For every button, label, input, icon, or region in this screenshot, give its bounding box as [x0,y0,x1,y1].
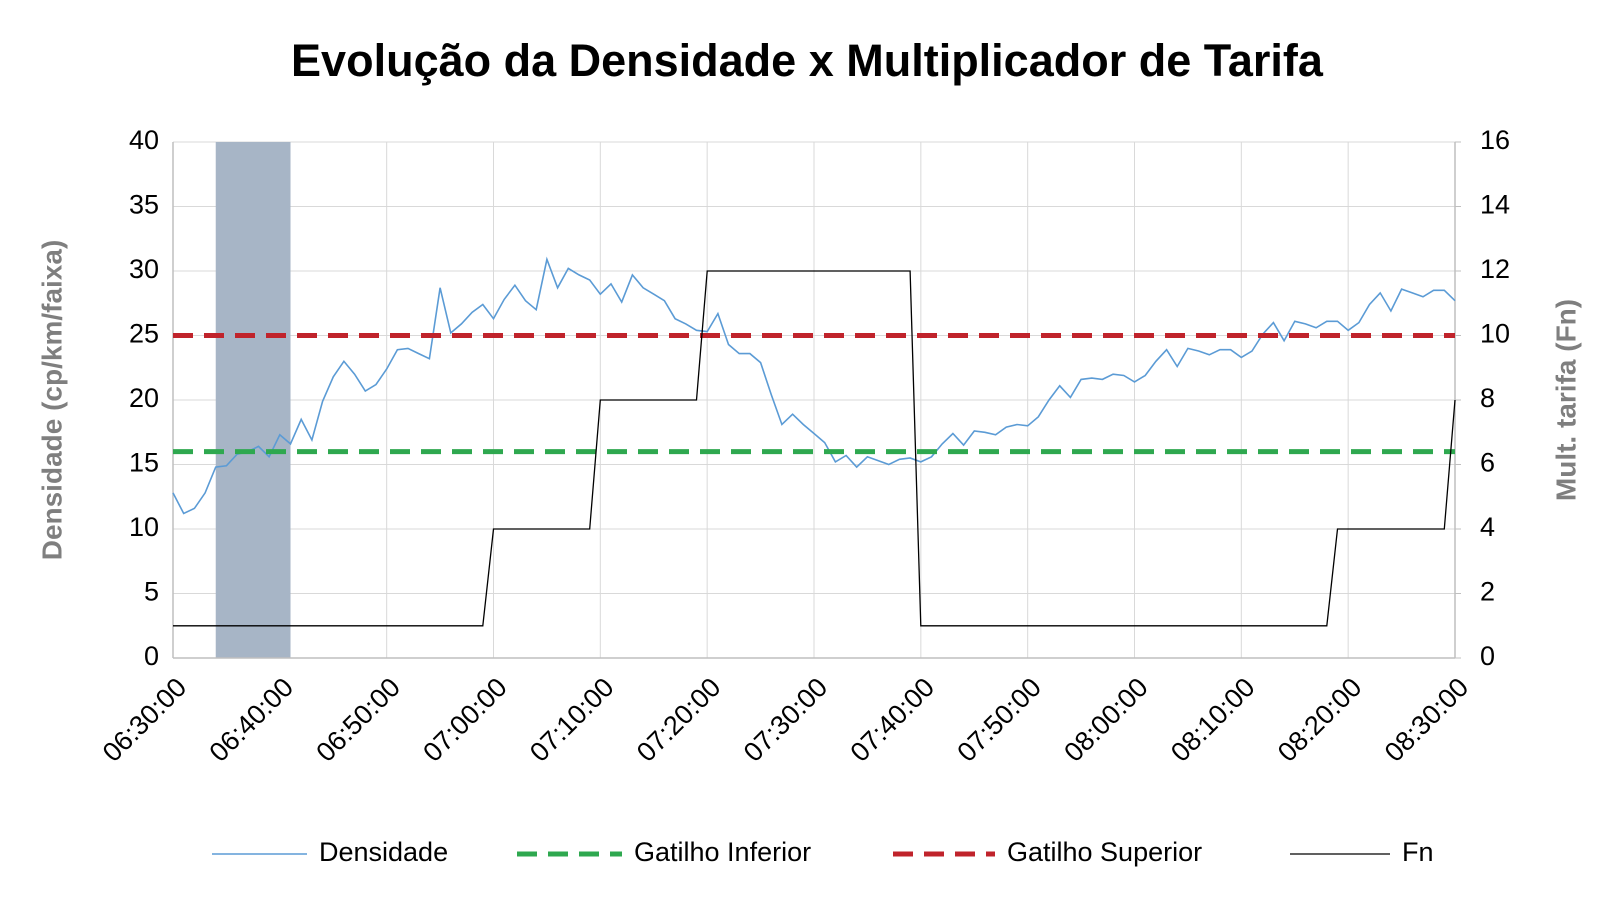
y-tick-label: 25 [129,319,159,349]
x-tick-label: 07:10:00 [524,672,620,768]
y2-tick-label: 12 [1480,254,1510,284]
y-tick-label: 40 [129,125,159,155]
y2-tick-label: 16 [1480,125,1510,155]
x-tick-label: 07:00:00 [417,672,513,768]
y2-tick-label: 8 [1480,383,1495,413]
y-tick-label: 15 [129,448,159,478]
y2-tick-label: 4 [1480,512,1495,542]
y2-tick-label: 10 [1480,319,1510,349]
x-tick-label: 08:10:00 [1165,672,1261,768]
x-tick-label: 06:40:00 [204,672,300,768]
y2-axis-label: Mult. tarifa (Fn) [1550,299,1581,501]
x-tick-label: 08:20:00 [1272,672,1368,768]
y-tick-label: 30 [129,254,159,284]
x-tick-label: 07:40:00 [845,672,941,768]
y-tick-label: 35 [129,190,159,220]
y2-tick-label: 14 [1480,190,1510,220]
y2-tick-label: 2 [1480,577,1495,607]
x-tick-label: 06:30:00 [97,672,193,768]
series-line [172,256,1456,515]
x-tick-label: 07:30:00 [738,672,834,768]
x-tick-label: 06:50:00 [310,672,406,768]
x-tick-label: 08:00:00 [1058,672,1154,768]
legend-label: Densidade [319,837,448,867]
chart-title: Evolução da Densidade x Multiplicador de… [291,35,1324,86]
y2-tick-label: 0 [1480,641,1495,671]
highlight-band [215,142,291,658]
legend-label: Gatilho Inferior [634,837,811,867]
x-tick-label: 08:30:00 [1379,672,1475,768]
legend-label: Gatilho Superior [1007,837,1202,867]
y2-tick-label: 6 [1480,448,1495,478]
legend-label: Fn [1402,837,1434,867]
y-tick-label: 10 [129,512,159,542]
x-tick-label: 07:20:00 [631,672,727,768]
y-tick-label: 20 [129,383,159,413]
x-tick-label: 07:50:00 [951,672,1047,768]
y-tick-label: 0 [144,641,159,671]
series-line [173,270,1456,627]
y-tick-label: 5 [144,577,159,607]
y-axis-label: Densidade (cp/km/faixa) [36,240,67,561]
